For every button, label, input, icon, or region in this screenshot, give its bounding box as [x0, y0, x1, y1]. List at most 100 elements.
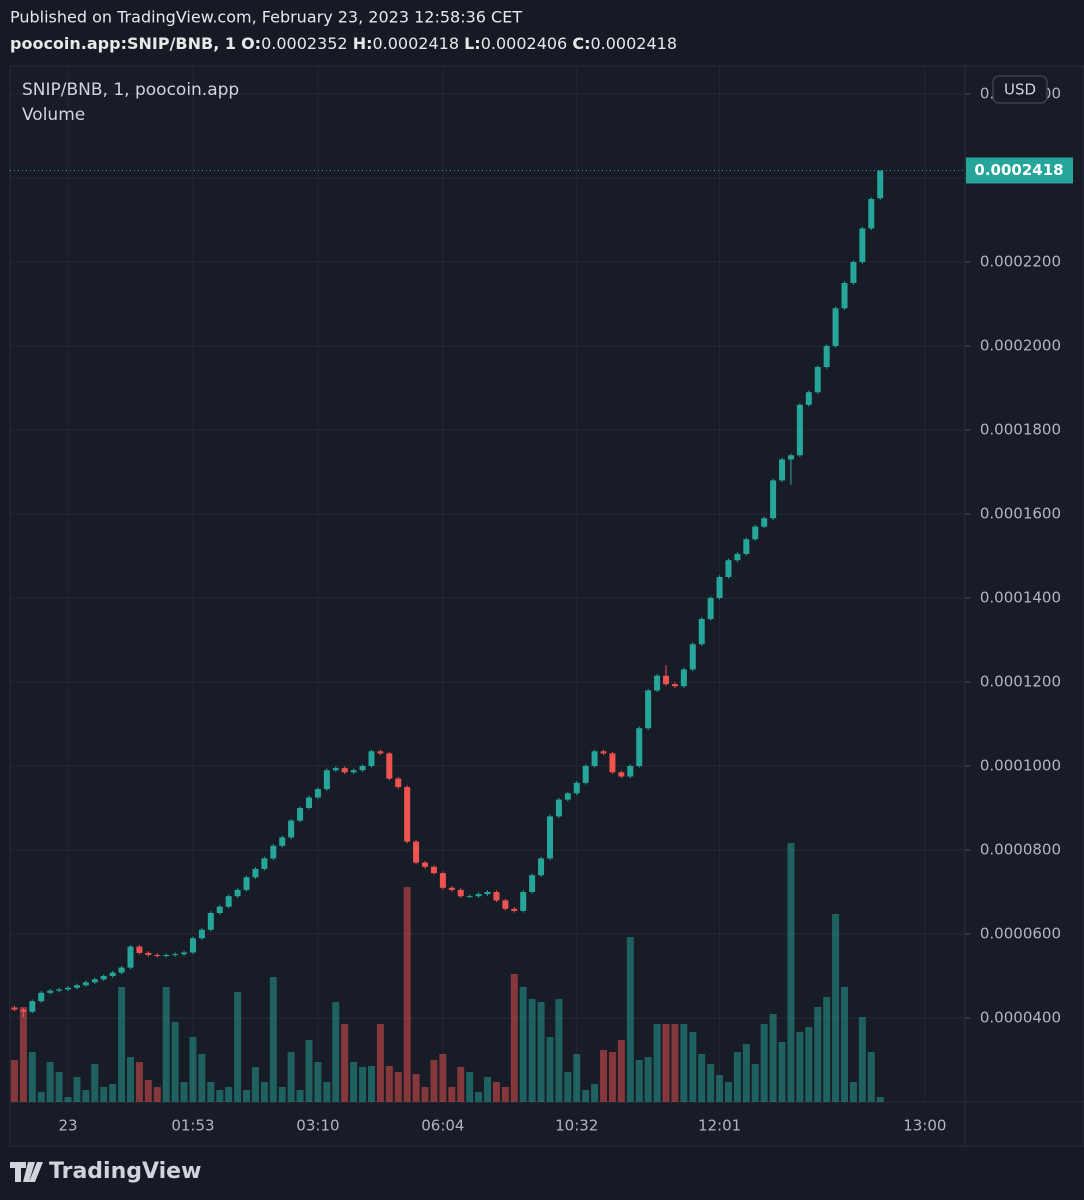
- candle-body: [163, 955, 170, 957]
- y-tick-label: 0.0001000: [980, 757, 1061, 775]
- y-tick-label: 0.0000800: [980, 841, 1061, 859]
- candle-body: [430, 866, 437, 874]
- volume-bar: [421, 1087, 429, 1102]
- candle-body: [145, 952, 152, 956]
- volume-bar: [466, 1072, 474, 1102]
- candle-body: [198, 929, 205, 939]
- candle-body: [725, 560, 732, 578]
- candle-body: [734, 553, 741, 561]
- ohlc-key: O:: [241, 34, 261, 53]
- candle-body: [484, 892, 491, 895]
- candle-body: [172, 954, 179, 956]
- candle-body: [832, 308, 839, 347]
- ohlc-key: H:: [353, 34, 373, 53]
- candle-body: [386, 753, 393, 779]
- volume-bar: [484, 1077, 491, 1102]
- candle-body: [368, 751, 375, 767]
- currency-label[interactable]: USD: [1004, 81, 1036, 99]
- candle-body: [529, 875, 536, 893]
- volume-bar: [608, 1052, 616, 1102]
- overlay: 0.0002418: [10, 157, 1073, 184]
- candle-body: [181, 952, 188, 955]
- volume-bar: [778, 1042, 786, 1102]
- volume-bar: [126, 1057, 134, 1102]
- candle-body: [707, 598, 714, 620]
- volume-bar: [582, 1090, 590, 1102]
- volume-bar: [626, 937, 634, 1102]
- x-tick-label: 23: [58, 1117, 77, 1135]
- candle-body: [82, 982, 89, 986]
- volume-bar: [680, 1024, 688, 1102]
- volume-bar: [814, 1007, 822, 1102]
- chart-title: SNIP/BNB, 1, poocoin.app: [22, 80, 239, 100]
- x-tick-label: 01:53: [171, 1117, 214, 1135]
- volume-bar: [350, 1062, 358, 1102]
- volume-bar: [439, 1054, 447, 1102]
- volume-bar: [323, 1082, 331, 1102]
- candle-body: [850, 262, 857, 284]
- candle-body: [395, 778, 402, 788]
- candle-body: [216, 906, 223, 914]
- candle-body: [859, 228, 866, 263]
- candle-body: [297, 808, 304, 821]
- y-tick-label: 0.0000400: [980, 1009, 1061, 1027]
- ohlc-value: 0.0002418: [590, 34, 677, 53]
- x-tick-label: 06:04: [421, 1117, 464, 1135]
- volume-bar: [189, 1037, 197, 1102]
- candle-body: [618, 772, 625, 777]
- candle-body: [439, 873, 446, 888]
- volume-bar: [841, 987, 849, 1102]
- candle-body: [600, 751, 607, 754]
- volume-bar: [376, 1024, 384, 1102]
- candle-body: [359, 766, 366, 771]
- volume-bar: [109, 1084, 117, 1102]
- x-tick-label: 13:00: [903, 1117, 946, 1135]
- volume-bar: [760, 1024, 768, 1102]
- candle-body: [91, 979, 98, 983]
- candle-body: [671, 684, 678, 687]
- volume-bar: [234, 992, 242, 1102]
- volume-bar: [733, 1052, 741, 1102]
- candle-body: [868, 199, 875, 229]
- candle-body: [136, 946, 143, 953]
- volume-bar: [314, 1062, 322, 1102]
- candle-body: [752, 526, 759, 540]
- volume-bar: [876, 1097, 884, 1102]
- volume-bar: [867, 1052, 875, 1102]
- currency-button[interactable]: [992, 75, 1048, 104]
- candle-body: [404, 787, 411, 842]
- candle-body: [20, 1009, 27, 1012]
- volume-bar: [73, 1077, 81, 1102]
- volume-bar: [457, 1067, 465, 1102]
- brand-logo: [10, 1162, 43, 1182]
- brand-name: TradingView: [49, 1159, 201, 1184]
- candle-body: [189, 938, 196, 953]
- x-tick-label: 03:10: [296, 1117, 339, 1135]
- volume-bar: [180, 1082, 188, 1102]
- candle-body: [770, 480, 777, 519]
- volume-bar: [501, 1087, 509, 1102]
- volume-bar: [269, 977, 277, 1102]
- ohlc-value: 0.0002406: [481, 34, 568, 53]
- candle-body: [680, 669, 687, 687]
- volume-bar: [796, 1032, 804, 1102]
- plot: 0.0000400 0.0000600 0.0000800 0.0001000 0.00…: [10, 66, 1061, 1135]
- y-tick-label: 0.0001800: [980, 421, 1061, 439]
- candle-body: [154, 955, 161, 957]
- volume-bar: [207, 1082, 215, 1102]
- volume-bar: [144, 1080, 152, 1102]
- volume-bar: [46, 1062, 54, 1102]
- candle-body: [555, 799, 562, 817]
- candle-body: [466, 896, 473, 898]
- volume-bar: [742, 1044, 750, 1102]
- candle-body: [234, 889, 241, 897]
- volume-bar: [707, 1064, 715, 1102]
- volume-bar: [769, 1014, 777, 1102]
- published-note: Published on TradingView.com, February 2…: [10, 8, 522, 27]
- candle-body: [841, 283, 848, 309]
- volume-bar: [600, 1050, 608, 1102]
- volume-bar: [82, 1090, 90, 1102]
- volume-bar: [537, 1002, 545, 1102]
- volume-bar: [19, 1007, 27, 1102]
- volume-bar: [787, 843, 795, 1102]
